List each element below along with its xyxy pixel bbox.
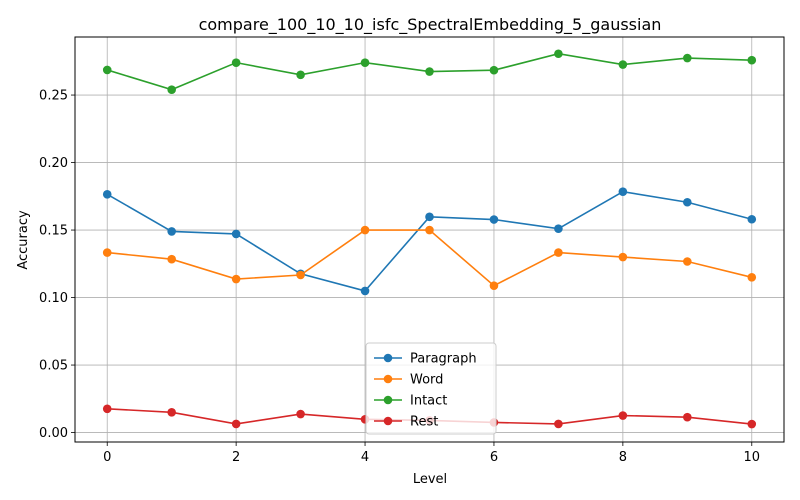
legend: Paragraph Word Intact Rest <box>365 342 497 435</box>
legend-label: Paragraph <box>410 352 477 367</box>
intact-point <box>618 60 628 69</box>
word-point <box>102 248 112 257</box>
legend-label: Word <box>410 373 443 388</box>
legend-item-word: Word <box>374 373 443 388</box>
y-tick-label: 0.20 <box>39 156 68 171</box>
word-line <box>107 229 752 287</box>
x-tick-label: 6 <box>490 450 498 465</box>
x-tick-label: 0 <box>103 450 111 465</box>
y-tick-label: 0.15 <box>39 224 68 239</box>
rest-point <box>747 419 757 429</box>
y-tick-label: 0.10 <box>39 291 68 306</box>
paragraph-point <box>747 214 757 224</box>
intact-point <box>683 53 692 63</box>
y-tick-label: 0.25 <box>39 89 68 104</box>
y-tick-label: 0.00 <box>39 426 68 441</box>
legend-swatch-marker <box>383 353 393 363</box>
intact-point <box>554 49 563 59</box>
series-intact <box>102 49 757 94</box>
legend-item-paragraph: Paragraph <box>374 352 477 367</box>
rest-point <box>296 409 305 419</box>
paragraph-point <box>683 197 692 207</box>
legend-item-rest: Rest <box>374 415 438 430</box>
paragraph-point <box>489 215 499 224</box>
word-point <box>747 273 757 282</box>
x-axis-label: Level <box>413 472 447 487</box>
legend-label: Rest <box>410 415 438 430</box>
paragraph-point <box>231 229 241 239</box>
intact-point <box>425 67 434 76</box>
paragraph-point <box>554 224 563 233</box>
word-point <box>683 257 692 266</box>
y-axis-label: Accuracy <box>16 210 31 270</box>
x-tick-label: 2 <box>232 450 240 465</box>
paragraph-point <box>360 286 370 296</box>
plot-frame <box>74 36 785 443</box>
y-tick-label: 0.05 <box>39 359 68 374</box>
series-paragraph <box>102 187 757 296</box>
word-point <box>231 274 241 284</box>
legend-swatch-marker <box>383 416 393 426</box>
legend-box <box>365 342 497 435</box>
legend-item-intact: Intact <box>374 394 447 409</box>
rest-point <box>102 404 112 414</box>
paragraph-point <box>618 187 628 197</box>
grid <box>75 37 784 442</box>
paragraph-point <box>425 212 434 222</box>
y-axis-ticks: 0.00 0.05 0.10 0.15 0.20 0.25 <box>39 89 75 441</box>
x-tick-label: 8 <box>619 450 627 465</box>
word-point <box>554 248 563 257</box>
paragraph-point <box>102 189 112 199</box>
series-word <box>102 225 757 290</box>
paragraph-line <box>106 190 752 292</box>
rest-point <box>554 419 563 429</box>
rest-point <box>683 412 692 422</box>
x-tick-label: 4 <box>361 450 369 465</box>
legend-swatch-marker <box>383 395 393 405</box>
word-point <box>296 270 305 280</box>
intact-point <box>102 65 112 75</box>
chart-title: compare_100_10_10_isfc_SpectralEmbedding… <box>199 15 662 35</box>
intact-point <box>489 65 499 75</box>
word-point <box>618 252 628 262</box>
word-point <box>167 254 176 264</box>
intact-point <box>747 55 757 65</box>
word-point <box>360 225 370 235</box>
rest-point <box>231 419 241 429</box>
legend-swatch-marker <box>383 374 393 384</box>
rest-point <box>167 408 176 417</box>
legend-label: Intact <box>410 394 447 409</box>
intact-point <box>167 85 176 94</box>
rest-point <box>618 411 628 420</box>
series-layer <box>102 49 757 429</box>
intact-point <box>231 58 241 67</box>
x-axis-ticks: 0 2 4 6 8 10 <box>103 442 760 465</box>
paragraph-point <box>167 227 176 236</box>
word-point <box>489 281 499 290</box>
intact-point <box>360 58 370 67</box>
word-point <box>425 225 434 235</box>
x-tick-label: 10 <box>743 450 760 465</box>
intact-point <box>296 70 305 80</box>
